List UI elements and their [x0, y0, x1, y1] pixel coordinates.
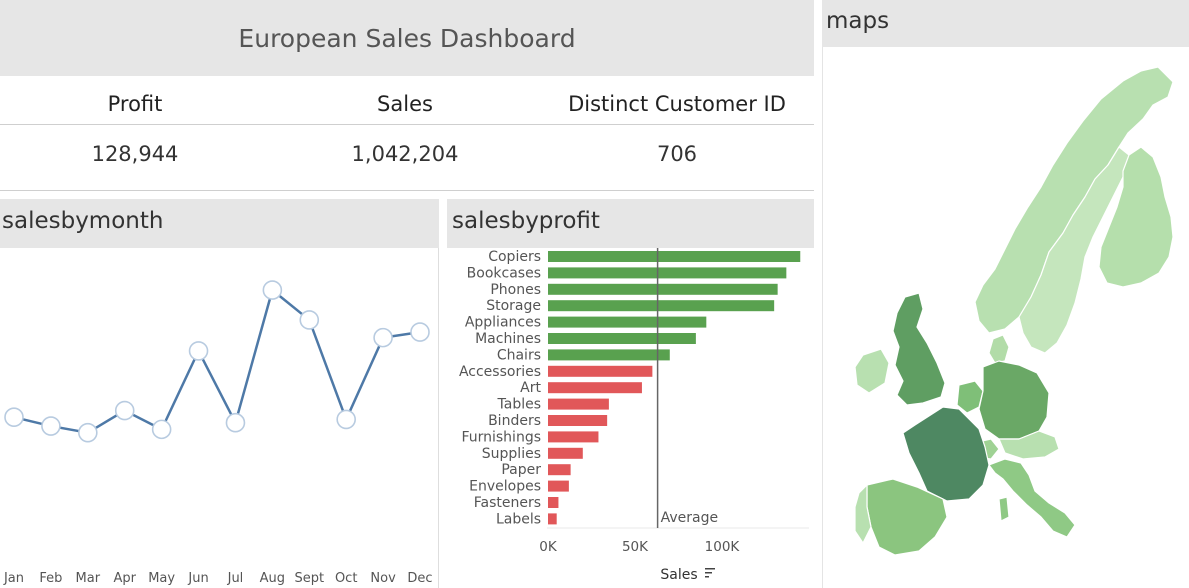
bar-category-label: Machines — [475, 331, 541, 347]
x-tick-label: May — [148, 571, 175, 586]
maps-header: maps — [822, 0, 1189, 47]
bar[interactable] — [548, 431, 599, 443]
map-region-denmark[interactable] — [988, 334, 1010, 364]
map-region-austria[interactable] — [998, 430, 1060, 460]
x-tick-label: Jul — [227, 571, 244, 586]
bar-category-label: Fasteners — [474, 495, 541, 511]
average-label: Average — [661, 510, 719, 526]
bar-category-label: Appliances — [465, 315, 541, 331]
x-tick-label: Apr — [113, 571, 136, 586]
map-region-ireland[interactable] — [854, 348, 890, 394]
bar-category-label: Art — [520, 380, 541, 396]
line-point[interactable] — [114, 400, 135, 421]
bar[interactable] — [548, 464, 571, 476]
map-region-italy[interactable] — [988, 458, 1076, 538]
bar-category-label: Tables — [497, 397, 542, 413]
kpi-bottom-divider — [0, 190, 814, 191]
map-region-france[interactable] — [902, 406, 990, 502]
europe-map[interactable] — [823, 47, 1189, 588]
line-point[interactable] — [299, 310, 320, 330]
bar[interactable] — [548, 513, 557, 525]
bar-category-label: Copiers — [488, 249, 541, 265]
x-tick-label: Sept — [294, 571, 324, 586]
x-tick-label: Jun — [187, 571, 208, 586]
bar-category-label: Labels — [496, 511, 541, 527]
x-tick-label: 50K — [622, 539, 649, 555]
map-region-portugal[interactable] — [854, 484, 872, 544]
bar-category-label: Chairs — [497, 347, 541, 363]
bar-category-label: Binders — [488, 413, 541, 429]
x-tick-label: 100K — [705, 539, 741, 555]
kpi-sales-value: 1,042,204 — [351, 142, 459, 166]
map-region-sweden[interactable] — [1018, 146, 1130, 354]
title-band — [0, 0, 814, 76]
sort-icon[interactable] — [705, 568, 715, 578]
bar[interactable] — [548, 497, 559, 508]
x-tick-label: Jan — [3, 571, 24, 586]
salesbyprofit-title: salesbyprofit — [452, 208, 600, 234]
bar[interactable] — [548, 382, 642, 394]
salesbymonth-line-chart[interactable]: Jan Feb Mar Apr May Jun Jul Aug Sept Oct Nov Dec — [0, 248, 438, 588]
bar[interactable] — [548, 415, 608, 426]
bar-category-label: Accessories — [459, 364, 541, 380]
line-point[interactable] — [78, 422, 98, 443]
line-point[interactable] — [262, 280, 283, 300]
kpi-customers-value: 706 — [656, 142, 698, 166]
bar[interactable] — [548, 267, 787, 279]
bar[interactable] — [548, 316, 707, 328]
x-tick-label: Dec — [407, 571, 432, 586]
bar[interactable] — [548, 283, 778, 295]
salesbymonth-title: salesbymonth — [2, 208, 164, 234]
salesbyprofit-bar-chart[interactable]: CopiersBookcasesPhonesStorageAppliancesM… — [447, 248, 814, 588]
bar[interactable] — [548, 251, 801, 262]
line-point[interactable] — [373, 327, 393, 348]
map-region-finland[interactable] — [1098, 146, 1174, 288]
maps-divider — [822, 47, 823, 588]
bar[interactable] — [548, 349, 670, 361]
bar[interactable] — [548, 300, 775, 312]
panel-divider — [438, 248, 439, 588]
kpi-customers-label: Distinct Customer ID — [568, 92, 786, 116]
dashboard-title: European Sales Dashboard — [238, 23, 576, 53]
map-region-norway[interactable] — [974, 66, 1174, 334]
x-tick-label: Feb — [39, 571, 62, 586]
line-point[interactable] — [410, 322, 430, 342]
map-region-united-kingdom[interactable] — [892, 292, 946, 406]
bar[interactable] — [548, 333, 696, 344]
kpi-sales-label: Sales — [377, 92, 433, 116]
x-tick-label: Nov — [370, 571, 396, 586]
bar-category-label: Envelopes — [469, 479, 541, 495]
line-point[interactable] — [188, 341, 209, 361]
line-point[interactable] — [41, 416, 61, 436]
x-tick-label: Aug — [260, 571, 285, 586]
salesbyprofit-header: salesbyprofit — [447, 199, 814, 248]
line-point[interactable] — [225, 412, 246, 433]
x-axis-title: Sales — [660, 567, 697, 583]
line-point[interactable] — [336, 409, 356, 430]
map-region-sardinia[interactable] — [998, 496, 1010, 522]
kpi-profit-value: 128,944 — [91, 142, 179, 166]
x-tick-label: Oct — [335, 571, 357, 586]
bar-category-label: Supplies — [482, 446, 541, 462]
map-region-germany[interactable] — [978, 360, 1050, 440]
bar[interactable] — [548, 480, 569, 492]
maps-title: maps — [826, 8, 890, 34]
bar-category-label: Bookcases — [467, 265, 541, 281]
salesbymonth-header: salesbymonth — [0, 199, 439, 248]
line-point[interactable] — [151, 419, 172, 440]
sales-line — [13, 287, 421, 434]
bar[interactable] — [548, 447, 583, 459]
x-tick-label: 0K — [539, 539, 558, 555]
bar-category-label: Storage — [486, 298, 541, 314]
kpi-divider — [0, 124, 814, 125]
bar-category-label: Furnishings — [461, 429, 541, 445]
kpi-profit-label: Profit — [107, 92, 163, 116]
bar-category-label: Phones — [490, 282, 541, 298]
bar[interactable] — [548, 365, 653, 377]
line-point[interactable] — [4, 407, 24, 428]
bar[interactable] — [548, 398, 609, 410]
bar-category-label: Paper — [501, 462, 541, 478]
x-tick-label: Mar — [76, 571, 101, 586]
